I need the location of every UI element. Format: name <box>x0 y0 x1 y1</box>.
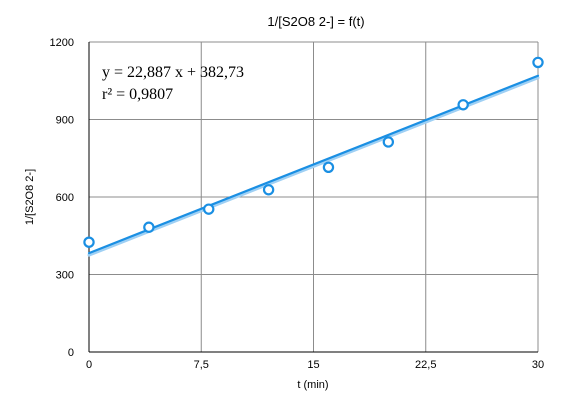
x-tick-label: 7,5 <box>194 359 209 371</box>
x-axis-label: t (min) <box>297 379 328 391</box>
x-tick-label: 0 <box>86 359 92 371</box>
data-point <box>83 236 95 248</box>
data-point <box>382 136 395 148</box>
y-tick-label: 600 <box>56 192 74 204</box>
data-point <box>262 184 275 196</box>
x-tick-label: 30 <box>532 359 544 371</box>
data-point <box>143 221 155 233</box>
y-tick-label: 900 <box>56 115 74 127</box>
trendline-r2: r² = 0,9807 <box>102 86 173 103</box>
y-tick-label: 0 <box>68 347 74 359</box>
data-point <box>322 161 335 173</box>
axes <box>88 42 538 353</box>
y-axis-label: 1/[S2O8 2-] <box>24 169 36 225</box>
y-tick-label: 1200 <box>50 37 74 49</box>
y-tick-label: 300 <box>56 270 74 282</box>
x-tick-label: 15 <box>307 359 319 371</box>
x-tick-label: 22,5 <box>415 359 436 371</box>
gridlines <box>89 41 539 352</box>
y-tick-labels: 0 300 600 900 1200 <box>50 37 74 359</box>
trendline-equation: y = 22,887 x + 382,73 <box>102 64 244 81</box>
data-point <box>532 56 544 69</box>
data-point <box>457 99 469 111</box>
chart-title: 1/[S2O8 2-] = f(t) <box>267 14 364 29</box>
x-tick-labels: 0 7,5 15 22,5 30 <box>86 359 544 371</box>
data-points <box>83 56 544 248</box>
data-point <box>203 203 215 215</box>
